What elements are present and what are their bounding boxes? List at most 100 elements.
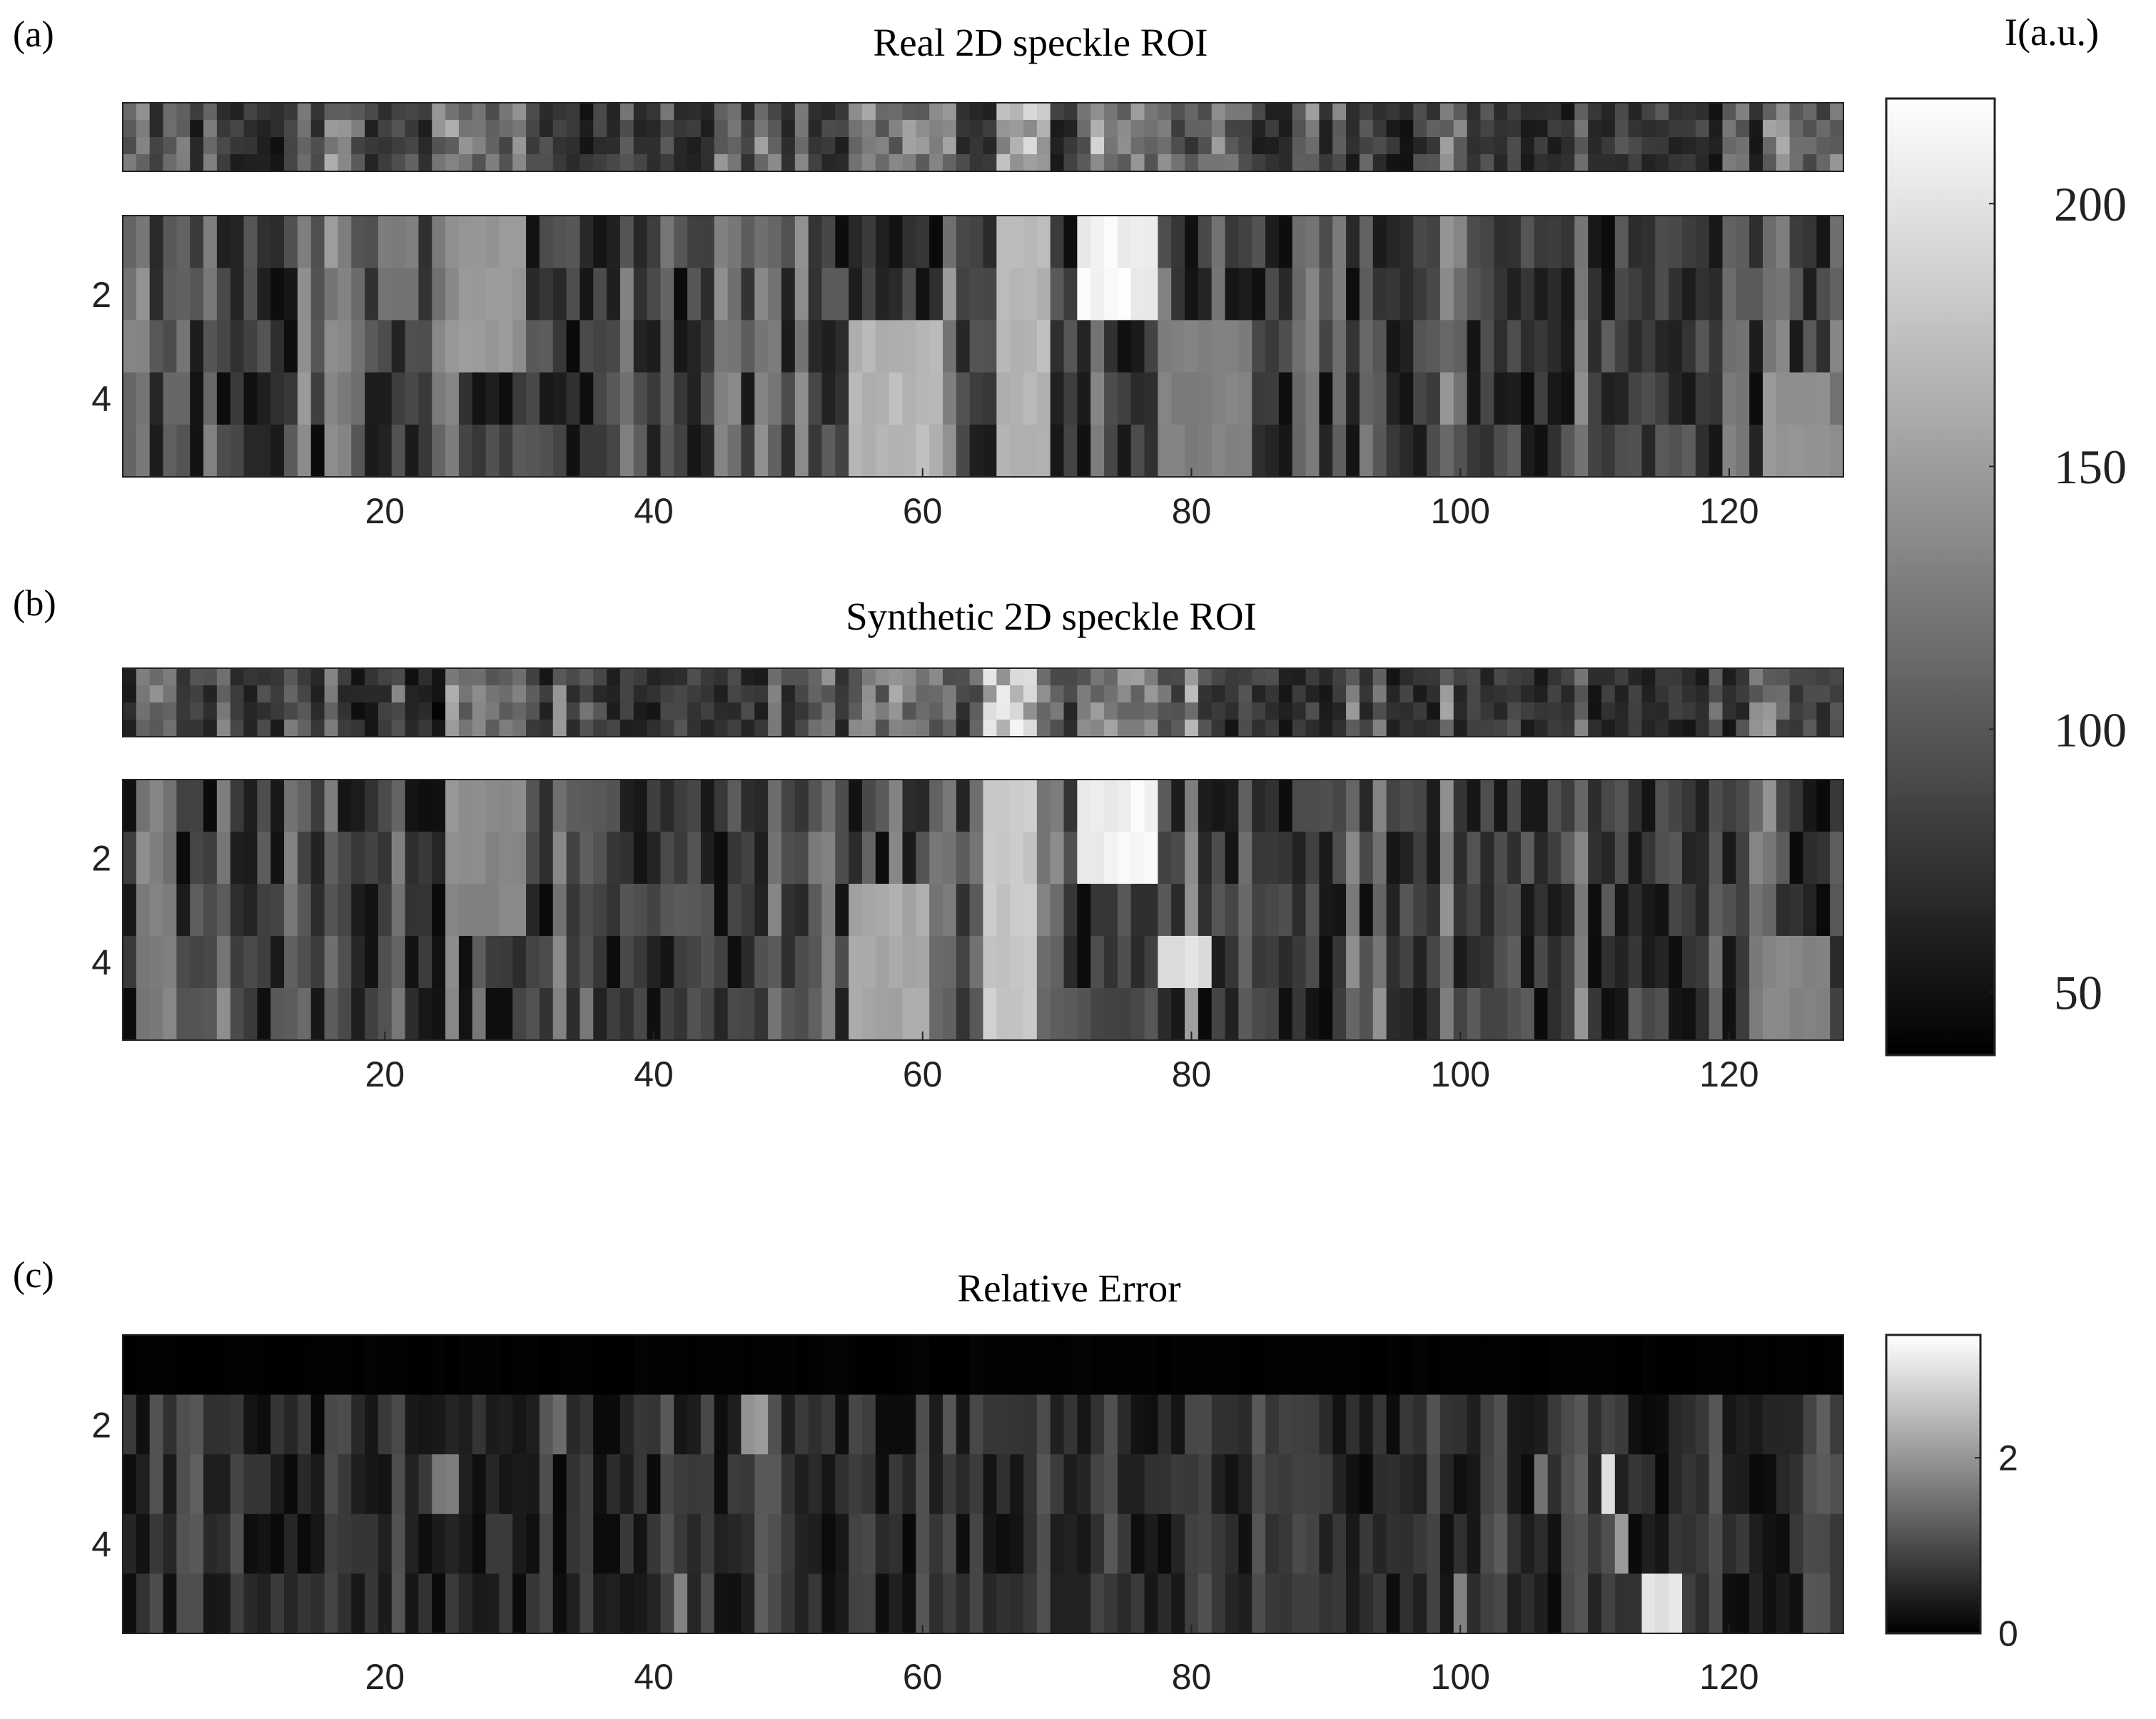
heatmap-b-cell: [916, 780, 930, 832]
heatmap-c-cell: [835, 1513, 849, 1574]
heatmap-c-cell: [821, 1573, 836, 1634]
heatmap-b-strip-cell: [969, 685, 984, 703]
heatmap-c-cell: [1036, 1394, 1051, 1455]
heatmap-c-cell: [1588, 1513, 1602, 1574]
heatmap-b-cell: [902, 988, 916, 1041]
heatmap-c-cell: [929, 1573, 943, 1634]
heatmap-c-cell: [297, 1335, 312, 1396]
heatmap-a-cell: [1171, 216, 1185, 268]
heatmap-c-cell: [808, 1394, 823, 1455]
heatmap-c-cell: [1816, 1454, 1831, 1515]
heatmap-c-cell: [190, 1573, 204, 1634]
heatmap-a-strip-cell: [257, 154, 271, 172]
heatmap-c-cell: [781, 1573, 796, 1634]
heatmap-a-strip-cell: [1036, 137, 1051, 155]
heatmap-c-cell: [1427, 1454, 1441, 1515]
heatmap-c-cell: [1225, 1513, 1239, 1574]
heatmap-b-cell: [1453, 936, 1468, 989]
heatmap-b-strip-cell: [216, 720, 231, 737]
heatmap-b-cell: [996, 988, 1011, 1041]
heatmap-b-strip-cell: [149, 720, 164, 737]
heatmap-a-strip-cell: [458, 137, 473, 155]
heatmap-b-strip-cell: [1427, 668, 1441, 686]
heatmap-b-strip-cell: [1077, 668, 1091, 686]
heatmap-b-cell: [700, 936, 715, 989]
heatmap-a-cell: [1211, 424, 1226, 478]
heatmap-b-cell: [1319, 884, 1333, 937]
heatmap-a-cell: [1332, 268, 1347, 321]
heatmap-b-strip-cell: [580, 720, 594, 737]
heatmap-a-cell: [969, 268, 984, 321]
heatmap-b-cell: [499, 832, 513, 884]
heatmap-c-cell: [1803, 1454, 1817, 1515]
heatmap-c-cell: [969, 1394, 984, 1455]
heatmap-a-cell: [1198, 372, 1213, 425]
heatmap-c-cell: [794, 1394, 809, 1455]
heatmap-b-cell: [1628, 988, 1643, 1041]
heatmap-b-cell: [956, 884, 971, 937]
heatmap-b-strip-cell: [216, 668, 231, 686]
heatmap-b-strip-cell: [1010, 720, 1024, 737]
heatmap-c-cell: [539, 1513, 554, 1574]
heatmap-a-cell: [1372, 424, 1387, 478]
heatmap-b-strip-cell: [1305, 685, 1320, 703]
heatmap-b-cell: [1023, 884, 1038, 937]
heatmap-a-cell: [136, 372, 151, 425]
heatmap-a-cell: [1238, 424, 1252, 478]
heatmap-a-cell: [741, 372, 755, 425]
heatmap-c-cell: [1655, 1335, 1669, 1396]
heatmap-c-cell: [257, 1335, 271, 1396]
heatmap-c-cell: [956, 1394, 971, 1455]
heatmap-b-cell: [552, 988, 567, 1041]
heatmap-c-cell: [741, 1573, 755, 1634]
heatmap-a-strip-cell: [324, 120, 338, 138]
heatmap-a-cell: [499, 372, 513, 425]
heatmap-a-cell: [1386, 424, 1401, 478]
heatmap-b-strip-cell: [338, 668, 352, 686]
heatmap-a-strip-cell: [485, 103, 500, 121]
heatmap-b-cell: [1252, 832, 1266, 884]
heatmap-b-strip-cell: [1776, 702, 1791, 720]
heatmap-b-strip-cell: [1346, 685, 1360, 703]
heatmap-b-cell: [1749, 832, 1763, 884]
heatmap-b-cell: [1722, 780, 1736, 832]
heatmap-a-cell: [566, 424, 581, 478]
heatmap-a-cell: [727, 424, 742, 478]
heatmap-c-cell: [1762, 1573, 1777, 1634]
heatmap-c-cell: [1171, 1454, 1185, 1515]
heatmap-b-cell: [176, 988, 191, 1041]
heatmap-a-cell: [768, 216, 782, 268]
heatmap-b-cell: [794, 936, 809, 989]
heatmap-a-cell: [1063, 372, 1078, 425]
heatmap-a-strip-cell: [243, 103, 258, 121]
heatmap-b-cell: [1776, 884, 1791, 937]
heatmap-b-cell: [1158, 884, 1172, 937]
heatmap-b-strip-cell: [1628, 685, 1643, 703]
heatmap-a-strip-cell: [1480, 120, 1494, 138]
heatmap-a-strip-cell: [1090, 154, 1105, 172]
heatmap-b-strip-cell: [1319, 668, 1333, 686]
heatmap-a-strip-cell: [310, 137, 325, 155]
heatmap-c-cell: [1050, 1573, 1065, 1634]
heatmap-a-cell: [794, 320, 809, 373]
heatmap-a-strip-cell: [861, 154, 876, 172]
heatmap-c-cell: [607, 1513, 621, 1574]
heatmap-a-cell: [1104, 320, 1118, 373]
heatmap-a-strip-cell: [1453, 154, 1468, 172]
heatmap-c-cell: [1681, 1513, 1696, 1574]
heatmap-a-cell: [499, 320, 513, 373]
heatmap-b-strip-cell: [566, 668, 581, 686]
heatmap-b-cell: [849, 936, 863, 989]
heatmap-c-cell: [875, 1573, 890, 1634]
heatmap-a-strip-cell: [889, 154, 904, 172]
heatmap-c-cell: [1211, 1513, 1226, 1574]
heatmap-a-cell: [607, 424, 621, 478]
heatmap-b-strip-cell: [176, 702, 191, 720]
heatmap-b-cell: [1776, 988, 1791, 1041]
heatmap-b-strip-cell: [216, 685, 231, 703]
heatmap-c-cell: [660, 1335, 674, 1396]
heatmap-b-strip-cell: [552, 685, 567, 703]
heatmap-b-cell: [996, 884, 1011, 937]
heatmap-c-cell: [1359, 1335, 1374, 1396]
heatmap-a-cell: [1278, 268, 1293, 321]
